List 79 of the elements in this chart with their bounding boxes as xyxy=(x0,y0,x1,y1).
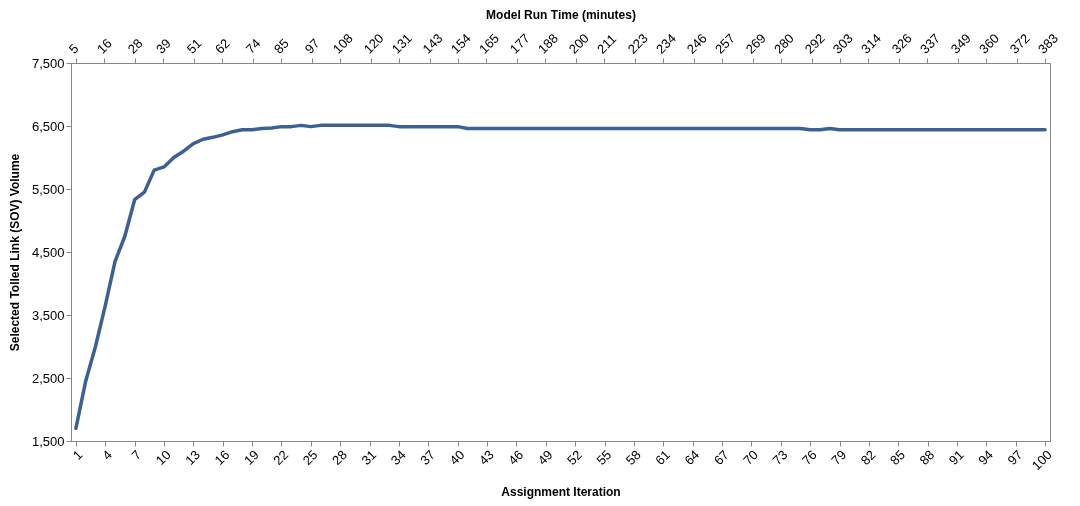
y-tick-label: 7,500 xyxy=(31,55,65,71)
x-tick-label: 73 xyxy=(769,447,791,468)
x-tick-label: 19 xyxy=(240,447,262,468)
y-axis-title: Selected Tolled Link (SOV) Volume xyxy=(7,153,22,352)
x-axis-title: Assignment Iteration xyxy=(501,485,621,500)
x2-tick-label: 131 xyxy=(388,30,415,57)
x2-tick-label: 154 xyxy=(447,30,474,57)
x2-tick-label: 74 xyxy=(242,35,264,57)
x-tick-label: 85 xyxy=(887,447,908,468)
x2-tick-label: 165 xyxy=(476,30,502,57)
y-tick-label: 1,500 xyxy=(31,433,65,449)
x2-tick-label: 16 xyxy=(93,35,115,57)
x2-tick-label: 5 xyxy=(65,40,82,57)
y-tick-label: 5,500 xyxy=(31,181,65,197)
x-tick-label: 1 xyxy=(69,447,86,463)
x2-tick-label: 97 xyxy=(301,35,323,57)
x-tick-label: 55 xyxy=(593,447,615,468)
x2-tick-label: 108 xyxy=(329,30,356,57)
x-tick-label: 37 xyxy=(417,447,439,468)
x-tick-label: 70 xyxy=(740,447,762,468)
x2-tick-label: 188 xyxy=(535,30,561,57)
x-tick-label: 28 xyxy=(329,447,350,468)
x-tick-label: 25 xyxy=(299,447,321,468)
x2-tick-label: 372 xyxy=(1006,30,1033,57)
x2-tick-label: 246 xyxy=(683,30,710,57)
x2-tick-label: 223 xyxy=(624,30,651,57)
x-tick-label: 40 xyxy=(446,447,468,468)
x-tick-label: 13 xyxy=(182,447,204,468)
x2-axis-title: Model Run Time (minutes) xyxy=(486,7,636,22)
x-tick-label: 7 xyxy=(128,447,145,463)
x2-tick-label: 39 xyxy=(152,35,174,57)
x2-tick-label: 51 xyxy=(183,35,205,57)
x2-tick-label: 292 xyxy=(801,30,828,57)
x2-tick-label: 360 xyxy=(976,30,1002,57)
x2-tick-label: 211 xyxy=(593,31,620,57)
x2-tick-label: 349 xyxy=(947,30,974,57)
x-tick-label: 16 xyxy=(211,447,233,468)
y-tick-label: 3,500 xyxy=(31,307,65,323)
x2-tick-label: 85 xyxy=(270,35,292,57)
x-tick-label: 58 xyxy=(622,447,644,468)
x2-tick-label: 234 xyxy=(652,30,679,57)
x-tick-label: 79 xyxy=(828,447,850,468)
x2-tick-label: 62 xyxy=(211,35,233,57)
x2-tick-label: 143 xyxy=(419,30,446,57)
x2-tick-label: 177 xyxy=(506,30,533,57)
x-tick-label: 97 xyxy=(1004,447,1026,468)
x2-tick-label: 28 xyxy=(124,35,146,57)
x2-tick-label: 383 xyxy=(1035,30,1061,57)
x2-tick-label: 269 xyxy=(742,30,769,57)
x-tick-label: 49 xyxy=(534,447,556,468)
x2-tick-label: 120 xyxy=(360,30,387,57)
x-tick-label: 88 xyxy=(916,447,938,468)
x-tick-label: 61 xyxy=(652,447,673,468)
x-tick-label: 10 xyxy=(152,447,174,468)
x2-tick-label: 314 xyxy=(858,30,885,57)
x-tick-label: 31 xyxy=(358,447,380,468)
x-tick-label: 94 xyxy=(975,447,997,468)
x2-tick-label: 303 xyxy=(829,30,856,57)
x-tick-label: 91 xyxy=(945,447,967,468)
x2-tick-label: 200 xyxy=(565,30,592,57)
x2-tick-label: 337 xyxy=(917,30,944,57)
line-series xyxy=(74,123,1047,431)
x-tick-label: 100 xyxy=(1028,447,1055,474)
y-tick-label: 4,500 xyxy=(31,244,65,260)
x-tick-label: 64 xyxy=(681,447,703,468)
x-tick-label: 52 xyxy=(564,447,585,468)
x2-tick-label: 257 xyxy=(711,30,738,57)
x-tick-label: 46 xyxy=(505,447,527,468)
x-tick-label: 43 xyxy=(475,447,497,468)
x-tick-label: 22 xyxy=(270,447,292,468)
x-tick-label: 82 xyxy=(857,447,879,468)
x2-tick-label: 326 xyxy=(888,30,915,57)
x-tick-label: 34 xyxy=(387,447,409,468)
y-tick-label: 6,500 xyxy=(31,118,65,134)
x-tick-label: 76 xyxy=(799,447,820,468)
y-tick-label: 2,500 xyxy=(31,370,65,386)
x-tick-label: 67 xyxy=(710,447,732,468)
x2-tick-label: 280 xyxy=(770,30,797,57)
x-tick-label: 4 xyxy=(99,447,115,463)
